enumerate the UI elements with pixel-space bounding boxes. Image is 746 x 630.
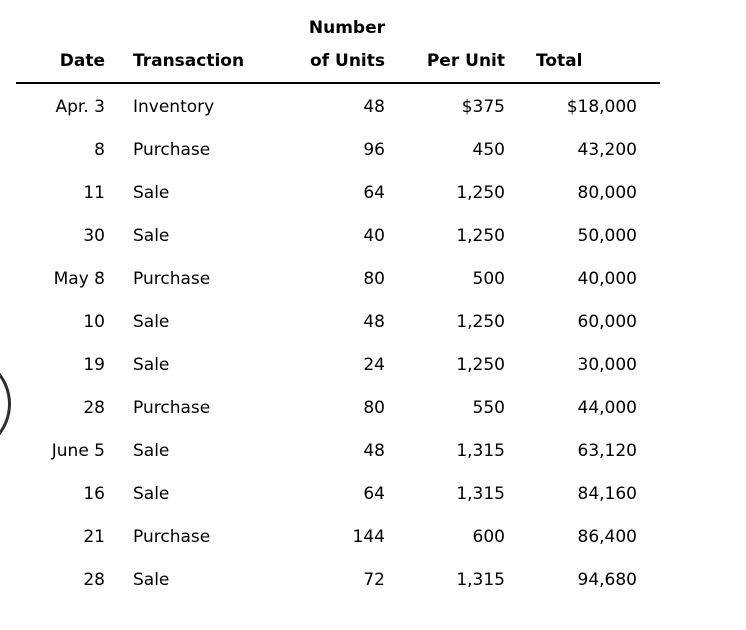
table-row: 11 Sale 64 1,250 80,000 [16,172,660,215]
cell-units: 24 [363,355,385,375]
cell-total: 60,000 [577,312,637,332]
cell-per-unit: 1,250 [456,183,505,203]
cell-per-unit: 550 [472,398,505,418]
cell-date: 21 [83,527,105,547]
cell-units: 80 [363,398,385,418]
cell-transaction: Sale [133,355,170,375]
table-row: 10 Sale 48 1,250 60,000 [16,301,660,344]
cell-date: 19 [83,355,105,375]
cell-per-unit: 1,315 [456,484,505,504]
cell-per-unit: 1,250 [456,312,505,332]
table-row: 8 Purchase 96 450 43,200 [16,129,660,172]
cell-date: 28 [83,570,105,590]
cell-transaction: Sale [133,441,170,461]
cell-date: 30 [83,226,105,246]
cell-units: 64 [363,183,385,203]
cell-units: 80 [363,269,385,289]
cell-per-unit: 1,315 [456,441,505,461]
cell-transaction: Sale [133,183,170,203]
cell-per-unit: $375 [461,97,505,117]
cell-units: 48 [363,312,385,332]
header-row: Date Transaction Number of Units Per Uni… [16,0,660,84]
cell-units: 48 [363,97,385,117]
cell-total: 86,400 [577,527,637,547]
table-row: 30 Sale 40 1,250 50,000 [16,215,660,258]
cell-date: 8 [94,140,105,160]
cell-units: 48 [363,441,385,461]
cell-units: 40 [363,226,385,246]
col-header-per-unit: Per Unit [385,0,505,84]
cell-date: June 5 [51,441,105,461]
cell-date: Apr. 3 [55,97,105,117]
col-header-total: Total [505,0,660,84]
cell-total: 94,680 [577,570,637,590]
cell-transaction: Sale [133,226,170,246]
cell-date: 10 [83,312,105,332]
table-row: 16 Sale 64 1,315 84,160 [16,473,660,516]
cell-transaction: Purchase [133,140,211,160]
table-row: Apr. 3 Inventory 48 $375 $18,000 [16,83,660,129]
cell-per-unit: 500 [472,269,505,289]
table-row: 21 Purchase 144 600 86,400 [16,516,660,559]
cell-total: 44,000 [577,398,637,418]
table-row: June 5 Sale 48 1,315 63,120 [16,430,660,473]
cell-total: 43,200 [577,140,637,160]
cell-per-unit: 1,315 [456,570,505,590]
cell-units: 64 [363,484,385,504]
table-row: 28 Purchase 80 550 44,000 [16,387,660,430]
cell-transaction: Inventory [133,97,215,117]
cell-total: 30,000 [577,355,637,375]
col-header-date: Date [16,0,105,84]
cell-per-unit: 1,250 [456,226,505,246]
cell-transaction: Sale [133,312,170,332]
cell-per-unit: 600 [472,527,505,547]
cell-total: $18,000 [566,97,637,117]
cell-date: 11 [83,183,105,203]
cell-per-unit: 1,250 [456,355,505,375]
col-header-number-of-units: Number of Units [260,0,385,84]
cell-date: 16 [83,484,105,504]
cell-transaction: Purchase [133,269,211,289]
cell-total: 80,000 [577,183,637,203]
cell-date: 28 [83,398,105,418]
cell-total: 84,160 [577,484,637,504]
cell-per-unit: 450 [472,140,505,160]
table-row: May 8 Purchase 80 500 40,000 [16,258,660,301]
cell-transaction: Sale [133,570,170,590]
cell-units: 72 [363,570,385,590]
cell-transaction: Purchase [133,398,211,418]
cell-total: 63,120 [577,441,637,461]
partial-circle-decoration [0,354,11,454]
cell-transaction: Sale [133,484,170,504]
cell-units: 144 [352,527,385,547]
cell-transaction: Purchase [133,527,211,547]
table-row: 19 Sale 24 1,250 30,000 [16,344,660,387]
cell-total: 40,000 [577,269,637,289]
table-row: 28 Sale 72 1,315 94,680 [16,559,660,602]
cell-date: May 8 [53,269,105,289]
col-header-transaction: Transaction [105,0,260,84]
cell-total: 50,000 [577,226,637,246]
cell-units: 96 [363,140,385,160]
transactions-table: Date Transaction Number of Units Per Uni… [16,0,660,602]
